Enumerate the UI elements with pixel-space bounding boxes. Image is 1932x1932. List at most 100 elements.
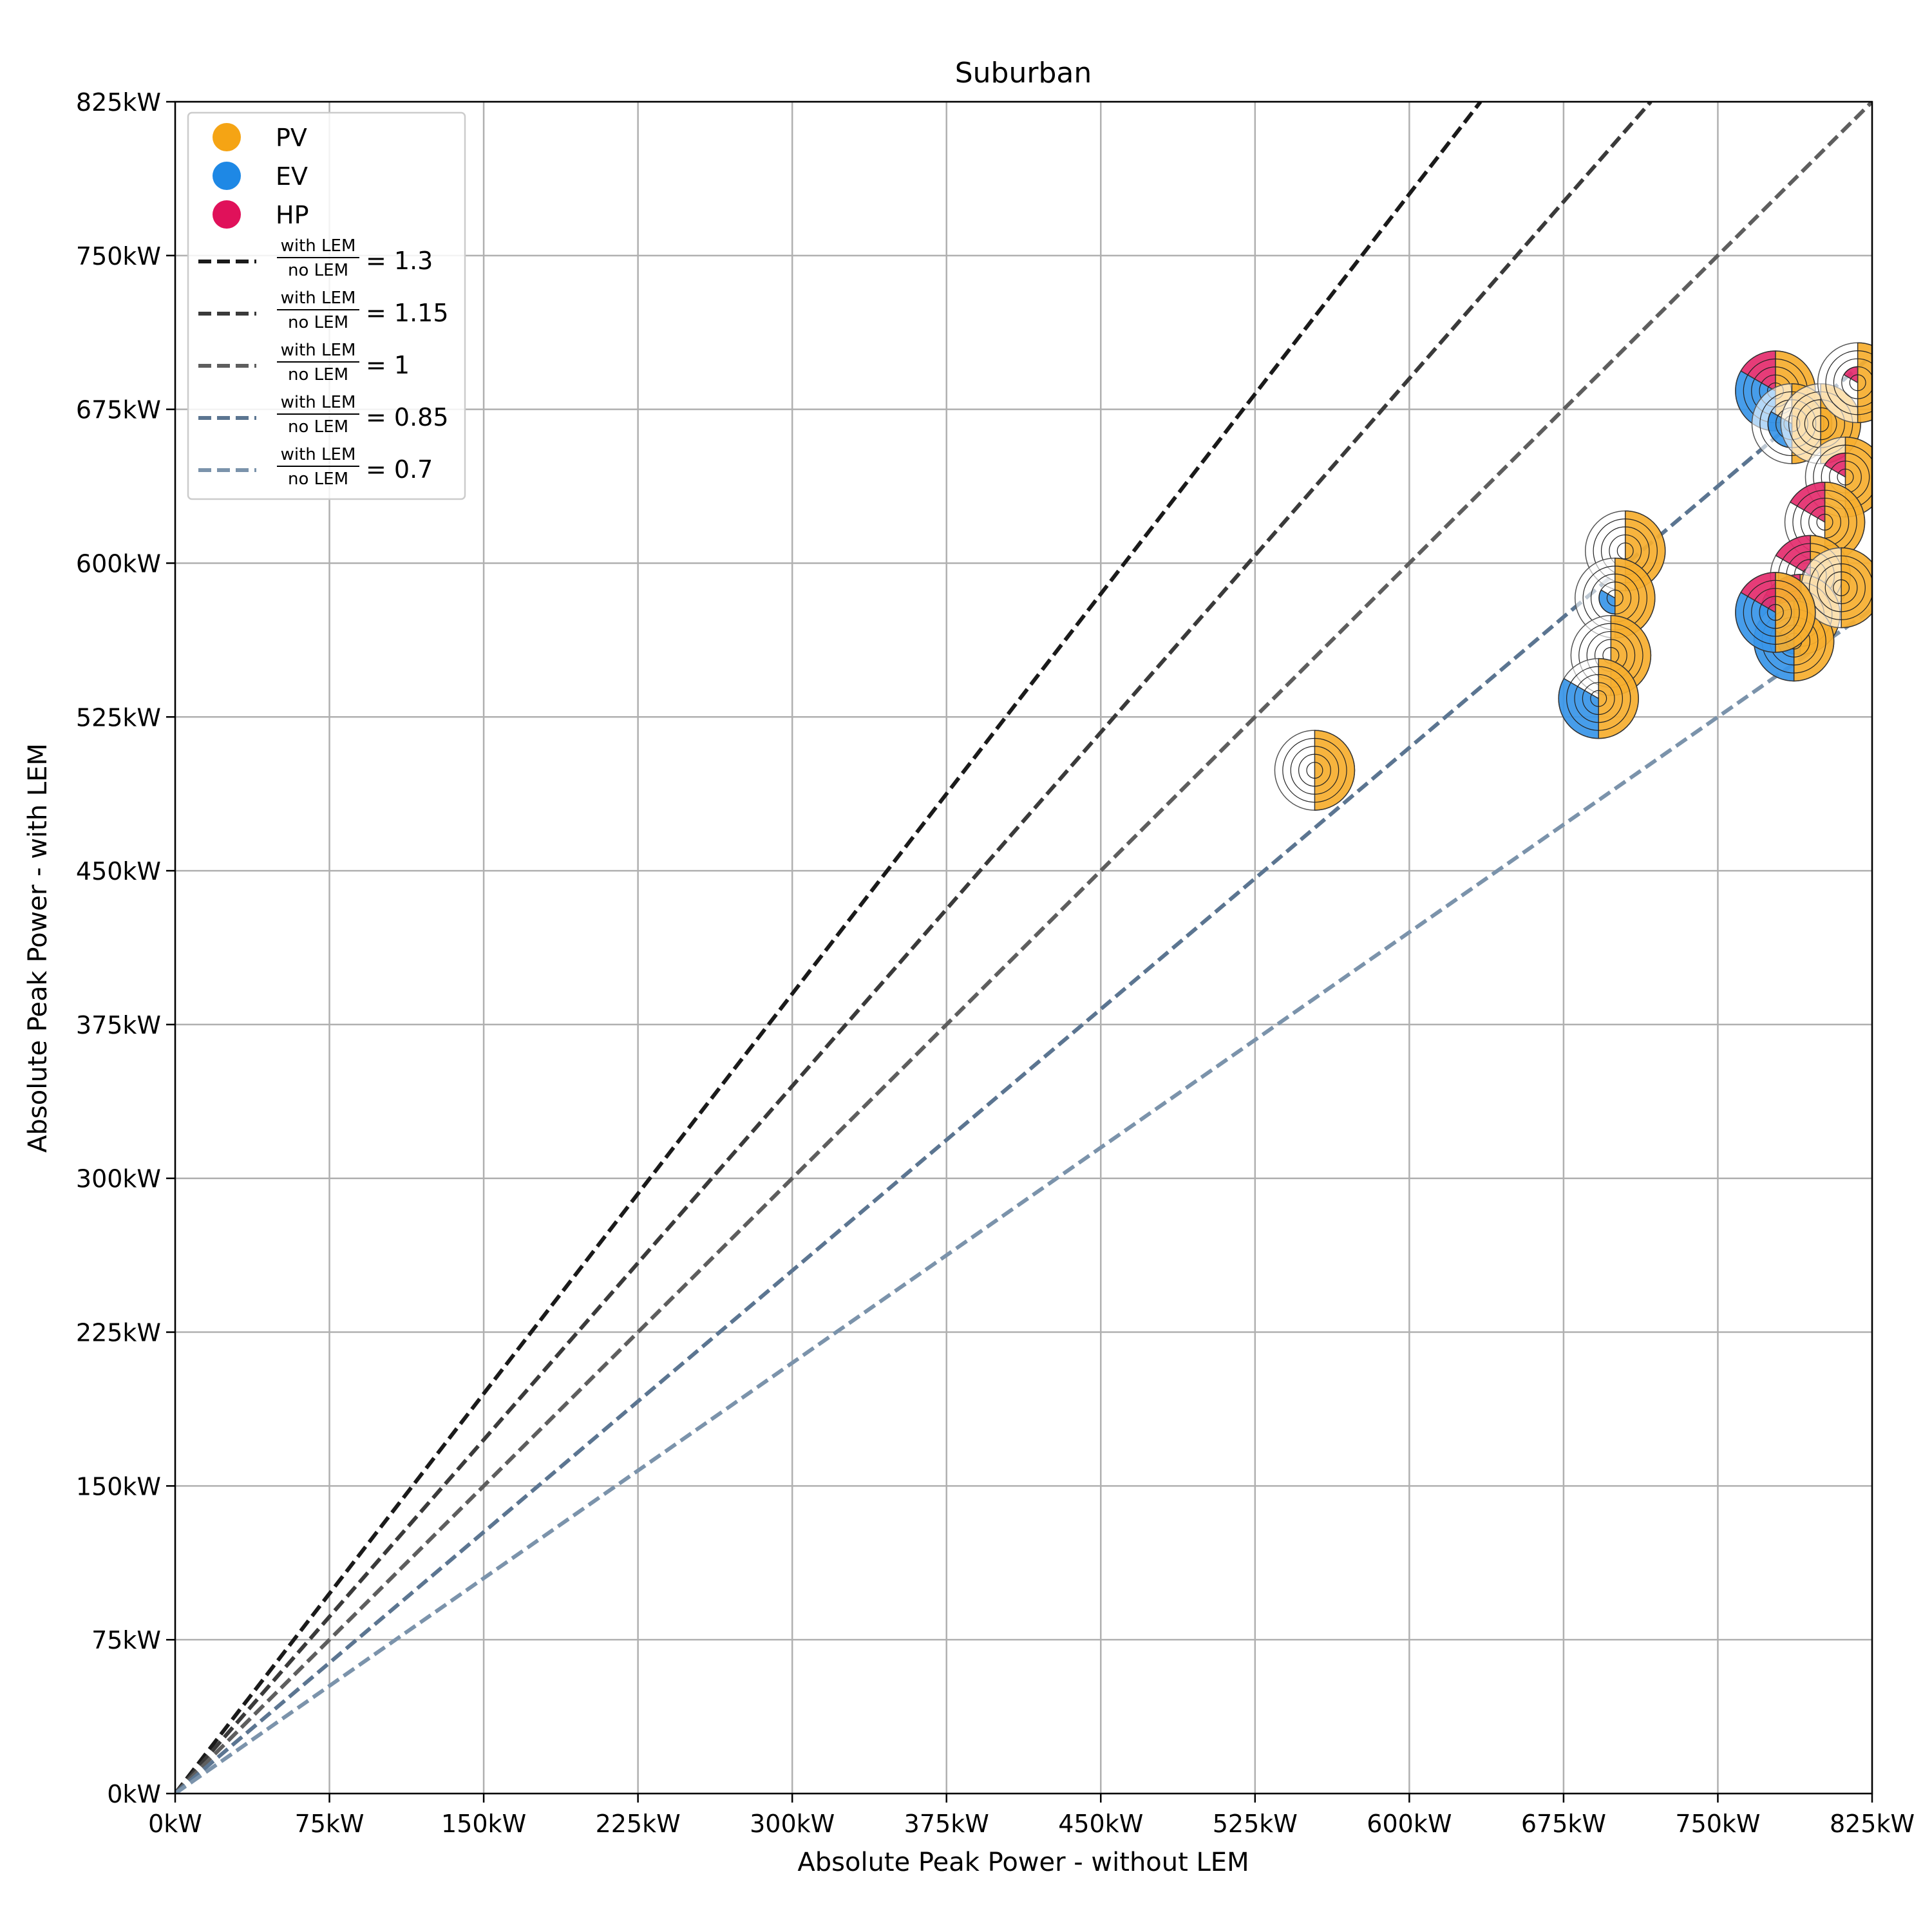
glyph-ring (1606, 589, 1624, 607)
data-point (1801, 547, 1872, 629)
glyph-ring (1825, 350, 1872, 415)
glyph-ring (1582, 682, 1615, 715)
x-tick-label: 525kW (1213, 1810, 1298, 1838)
glyph-wedge (1775, 535, 1811, 576)
y-tick-label: 525kW (76, 703, 161, 732)
glyph-ring (1833, 358, 1872, 408)
legend-ratio-numerator: with LEM (281, 445, 356, 464)
ratio-line (175, 607, 1872, 1794)
x-tick-label: 75kW (295, 1810, 365, 1838)
legend-ratio-value: = 1.3 (366, 247, 433, 275)
legend-ratio-numerator: with LEM (281, 393, 356, 412)
legend-ratio-value: = 0.7 (366, 455, 433, 484)
glyph-wedge (1558, 677, 1599, 739)
glyph-wedge (1740, 350, 1776, 392)
ratio-line (175, 102, 1872, 1794)
y-tick-label: 300kW (76, 1165, 161, 1193)
glyph-ring (1282, 737, 1347, 803)
glyph-ring (1759, 596, 1792, 629)
legend-label-pv: PV (276, 124, 307, 152)
ratio-line (175, 102, 1482, 1794)
legend-frame (187, 111, 466, 500)
glyph-wedge (1740, 572, 1776, 614)
legend-ratio-denominator: no LEM (288, 313, 348, 332)
legend-marker-ev (213, 162, 241, 190)
x-tick-label: 675kW (1521, 1810, 1606, 1838)
glyph-ring (1766, 603, 1784, 621)
legend-label-hp: HP (276, 201, 309, 229)
x-tick-label: 150kW (441, 1810, 526, 1838)
legend-ratio-denominator: no LEM (288, 365, 348, 384)
glyph-ring (1808, 555, 1872, 620)
glyph-ring (1751, 588, 1800, 637)
legend: PV EV HP with LEM no LEM = 1.3 with LEM no LEM =… (187, 111, 466, 500)
glyph-ring (1849, 374, 1866, 392)
glyph-ring (1298, 753, 1331, 787)
y-tick-label: 375kW (76, 1011, 161, 1039)
glyph-ring (1290, 746, 1340, 795)
legend-label-ev: EV (276, 162, 308, 191)
y-tick-label: 225kW (76, 1319, 161, 1347)
y-tick-label: 600kW (76, 549, 161, 578)
y-tick-label: 75kW (91, 1626, 161, 1654)
glyph-ring (1306, 762, 1323, 779)
y-tick-label: 825kW (76, 88, 161, 117)
legend-ratio-value: = 1.15 (366, 299, 449, 327)
ratio-line (175, 102, 1653, 1794)
data-point (1817, 342, 1872, 423)
x-tick-label: 300kW (750, 1810, 835, 1838)
glyph-ring (1817, 563, 1866, 612)
x-tick-label: 225kW (596, 1810, 681, 1838)
legend-marker-pv (213, 123, 241, 151)
glyph-ring (1804, 407, 1837, 440)
x-axis: 0kW 75kW 150kW 225kW 300kW 375kW 450kW 525kW 600… (148, 1794, 1915, 1838)
data-point (1558, 658, 1639, 739)
y-tick-label: 450kW (76, 857, 161, 886)
glyph-ring (1590, 690, 1607, 707)
legend-ratio-denominator: no LEM (288, 417, 348, 437)
legend-ratio-value: = 1 (366, 351, 410, 379)
y-axis: 0kW 75kW 150kW 225kW 300kW 375kW 450kW 525kW 600… (76, 88, 175, 1808)
x-tick-label: 375kW (904, 1810, 989, 1838)
glyph-ring (1824, 571, 1858, 605)
glyph-wedge (1789, 482, 1826, 524)
glyph-ring (1837, 468, 1854, 486)
x-tick-label: 750kW (1675, 1810, 1760, 1838)
y-axis-label: Absolute Peak Power - with LEM (23, 743, 53, 1153)
x-axis-label: Absolute Peak Power - without LEM (797, 1848, 1249, 1877)
legend-ratio-denominator: no LEM (288, 469, 348, 489)
legend-ratio-value: = 0.85 (366, 403, 449, 431)
glyph-wedge (1841, 547, 1872, 629)
data-points (1274, 342, 1872, 811)
legend-ratio-numerator: with LEM (281, 289, 356, 308)
glyph-ring (1566, 666, 1631, 731)
data-point (1735, 572, 1816, 653)
data-point (1274, 730, 1356, 811)
y-tick-label: 150kW (76, 1472, 161, 1501)
glyph-ring (1598, 582, 1632, 614)
legend-ratio-denominator: no LEM (288, 261, 348, 280)
y-tick-label: 750kW (76, 242, 161, 270)
glyph-wedge (1314, 730, 1356, 811)
glyph-wedge (1775, 572, 1816, 653)
x-tick-label: 825kW (1830, 1810, 1915, 1838)
x-tick-label: 0kW (148, 1810, 202, 1838)
glyph-ring (1816, 513, 1833, 531)
glyph-ring (1574, 674, 1624, 723)
y-tick-label: 675kW (76, 396, 161, 424)
x-tick-label: 600kW (1367, 1810, 1452, 1838)
glyph-ring (1812, 415, 1830, 432)
y-tick-label: 0kW (107, 1780, 161, 1808)
glyph-ring (1833, 579, 1850, 596)
chart-title: Suburban (955, 57, 1092, 90)
legend-ratio-numerator: with LEM (281, 236, 356, 256)
glyph-ring (1841, 366, 1872, 399)
glyph-ring (1743, 580, 1808, 645)
legend-ratio-numerator: with LEM (281, 341, 356, 360)
plot-frame (174, 100, 1873, 1795)
glyph-wedge (1598, 658, 1639, 739)
legend-marker-hp (213, 200, 241, 229)
glyph-wedge (1857, 342, 1872, 423)
glyph-wedge (1735, 591, 1776, 653)
